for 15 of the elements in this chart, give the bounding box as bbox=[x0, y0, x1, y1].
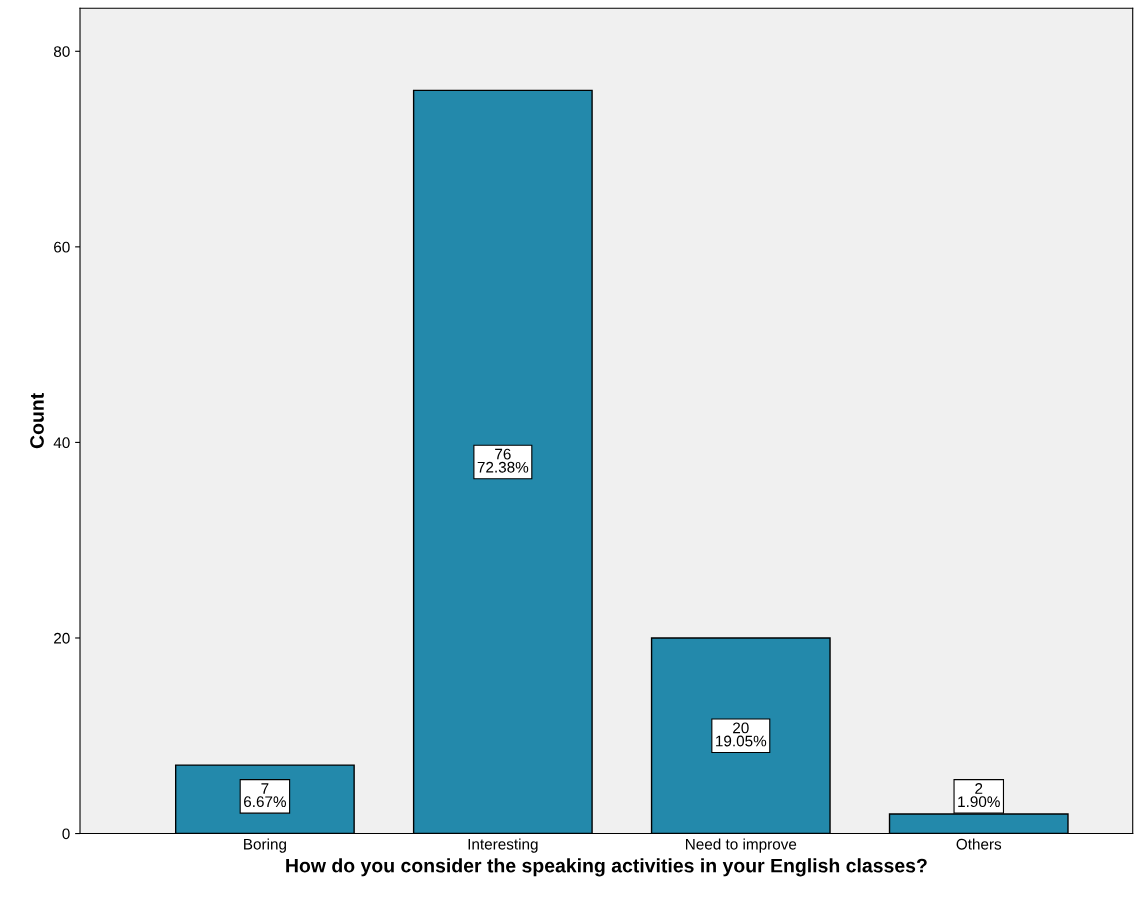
y-tick-label: 60 bbox=[54, 241, 70, 253]
x-tick-label: Boring bbox=[244, 838, 286, 853]
data-label: 7 6.67% bbox=[244, 783, 287, 808]
data-label: 76 72.38% bbox=[477, 448, 529, 473]
y-axis-title: Count bbox=[30, 393, 44, 449]
x-tick-label: Interesting bbox=[468, 838, 538, 853]
x-axis-title: How do you consider the speaking activities in your English classes? bbox=[286, 858, 927, 877]
y-tick-label: 40 bbox=[53, 437, 70, 449]
x-tick-label: Need to improve bbox=[686, 838, 797, 853]
x-tick-label: Others bbox=[956, 838, 1002, 850]
data-label: 20 19.05% bbox=[716, 722, 767, 747]
data-label: 2 1.90% bbox=[958, 783, 1000, 808]
y-tick-label: 0 bbox=[62, 828, 70, 840]
y-tick-label: 80 bbox=[53, 46, 70, 57]
y-tick-label: 20 bbox=[54, 632, 70, 644]
